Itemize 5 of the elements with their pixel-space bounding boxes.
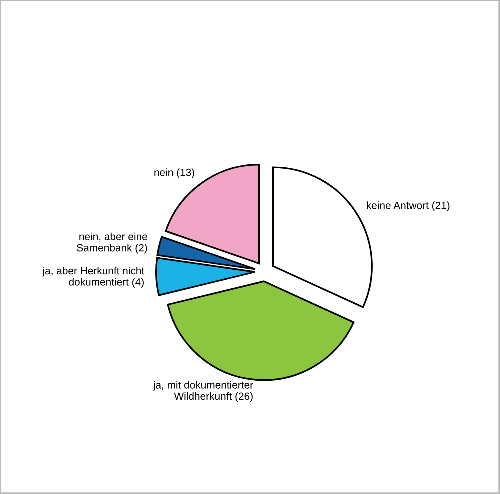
slice-label: nein (13) (154, 168, 194, 178)
slice-label: ja, aber Herkunft nicht dokumentiert (4) (42, 266, 145, 288)
slice-label: ja, mit dokumentierter Wildherkunft (26) (153, 381, 254, 402)
slice-label: nein, aber eine Samenbank (2) (77, 232, 148, 254)
slice-label: keine Antwort (21) (367, 202, 450, 212)
